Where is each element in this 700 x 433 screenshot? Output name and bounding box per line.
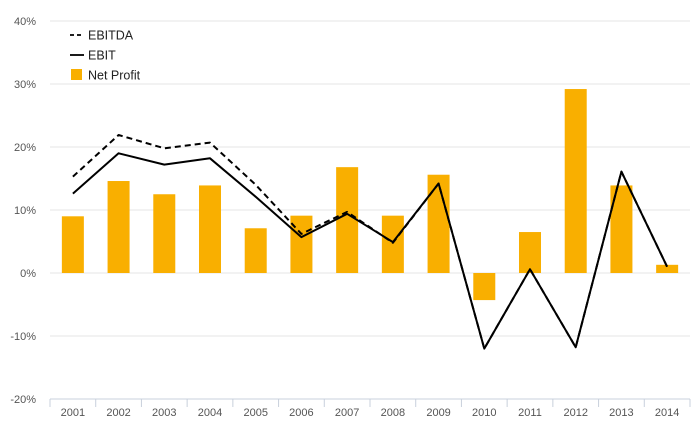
net-profit-bar [61,216,84,273]
legend-net-profit-swatch [71,69,82,80]
legend-ebit-label: EBIT [88,49,116,63]
x-tick-label: 2010 [472,407,496,419]
x-tick-label: 2002 [106,407,130,419]
x-axis [49,398,691,407]
x-tick-labels: 2001 2002 2003 2004 2005 2006 2007 2008 2009 2010… [61,407,680,419]
x-tick-label: 2001 [61,407,85,419]
legend-ebitda-label: EBITDA [88,29,134,43]
y-tick-labels: -20% -10% 0% 10% 20% 30% 40% [10,16,36,406]
x-tick-label: 2006 [289,407,313,419]
net-profit-bar [427,174,450,273]
x-tick-label: 2009 [426,407,450,419]
net-profit-bar [336,167,359,273]
y-tick-label: 40% [14,16,36,28]
ebit-line [72,152,669,350]
y-tick-label: -20% [10,394,36,406]
y-tick-label: 20% [14,142,36,154]
y-tick-label: 0% [20,268,36,280]
x-tick-label: 2003 [152,407,176,419]
x-tick-label: 2008 [381,407,405,419]
net-profit-bar [153,194,176,273]
x-tick-label: 2013 [609,407,633,419]
x-tick-label: 2005 [243,407,267,419]
net-profit-bar [244,228,267,273]
x-tick-label: 2012 [563,407,587,419]
x-tick-label: 2011 [518,407,542,419]
net-profit-bar [610,185,633,273]
x-tick-label: 2007 [335,407,359,419]
series-lines [72,134,669,350]
net-profit-bar [381,215,404,273]
net-profit-bar [564,89,587,273]
net-profit-bar [656,264,679,273]
gridlines [50,20,690,337]
net-profit-bars [61,89,679,301]
x-tick-label: 2014 [655,407,679,419]
y-tick-label: 30% [14,79,36,91]
legend: EBITDA EBIT Net Profit [70,29,141,83]
net-profit-bar [107,181,130,273]
net-profit-bar [290,215,313,273]
y-tick-label: 10% [14,205,36,217]
net-profit-bar [473,273,496,301]
y-tick-label: -10% [10,331,36,343]
legend-net-profit-label: Net Profit [88,69,141,83]
net-profit-bar [199,185,221,273]
net-profit-bar [519,232,541,273]
x-tick-label: 2004 [198,407,222,419]
